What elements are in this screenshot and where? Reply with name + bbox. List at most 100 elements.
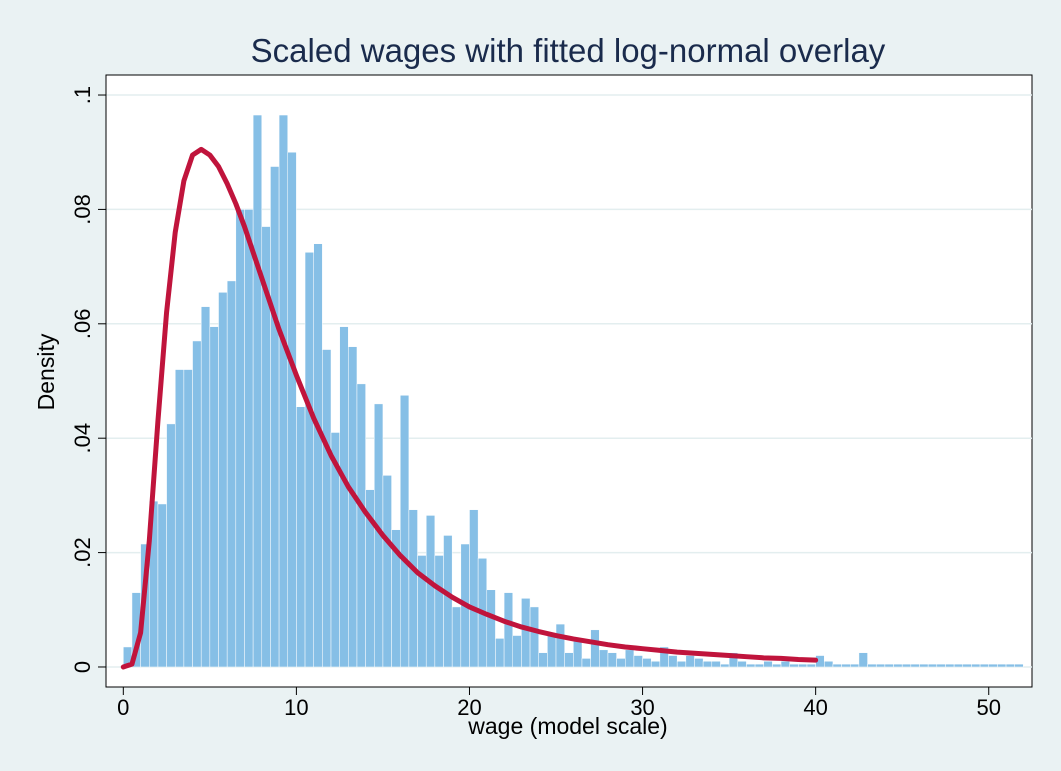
- histogram-bar: [356, 383, 366, 668]
- y-tick-label: .08: [70, 194, 95, 225]
- histogram-bar: [945, 663, 955, 668]
- histogram-bar: [348, 346, 358, 668]
- histogram-bar: [850, 663, 860, 668]
- histogram-bar: [200, 306, 211, 668]
- histogram-bar: [529, 606, 539, 668]
- histogram-bar: [183, 369, 193, 668]
- y-axis-label: Density: [33, 333, 59, 410]
- histogram-bar: [244, 209, 254, 668]
- histogram-bar: [789, 663, 799, 668]
- x-tick-label: 40: [803, 695, 827, 720]
- histogram-bar: [581, 658, 591, 668]
- histogram-bar: [650, 661, 661, 668]
- histogram-bar: [711, 661, 721, 668]
- y-tick-label: .1: [70, 86, 95, 104]
- histogram-bar: [547, 632, 557, 668]
- histogram-bar: [927, 663, 938, 668]
- histogram-bar: [503, 592, 513, 668]
- histogram-bar: [979, 663, 989, 668]
- x-tick-label: 0: [117, 695, 129, 720]
- y-tick-label: .06: [70, 309, 95, 340]
- x-axis-label: wage (model scale): [467, 713, 667, 739]
- y-tick-label: .02: [70, 537, 95, 568]
- histogram-bar: [919, 663, 929, 668]
- histogram-bar: [590, 629, 600, 668]
- histogram-bar: [997, 663, 1007, 668]
- histogram-bar: [495, 638, 505, 668]
- histogram-bar: [209, 326, 219, 668]
- histogram-bar: [780, 661, 790, 668]
- axes: 0 10 20 30 40 50 0 .02 .04 .06 .08 .1: [70, 75, 1032, 720]
- histogram-bar: [443, 535, 453, 668]
- histogram-bar: [408, 509, 418, 668]
- histogram-bar: [287, 151, 297, 668]
- histogram-bar: [858, 652, 868, 668]
- histogram-bar: [564, 652, 574, 668]
- histogram-bar: [936, 663, 946, 668]
- histogram-bar: [521, 598, 531, 668]
- histogram-bar: [538, 652, 548, 668]
- histogram-bar: [192, 340, 202, 668]
- histogram-bar: [625, 649, 635, 668]
- histogram-bar: [270, 166, 280, 668]
- histogram-bar: [322, 349, 332, 668]
- histogram-bar: [451, 606, 462, 668]
- histogram-bar: [174, 369, 185, 668]
- histogram-bar: [157, 503, 167, 668]
- x-tick-label: 50: [976, 695, 1000, 720]
- histogram-bar: [841, 663, 851, 668]
- chart-title: Scaled wages with fitted log-normal over…: [251, 32, 886, 69]
- histogram-bar: [399, 395, 410, 668]
- histogram-bar: [166, 423, 176, 668]
- histogram-bar: [469, 509, 479, 668]
- histogram-bar: [296, 406, 306, 668]
- histogram-bar: [962, 663, 972, 668]
- histogram-bar: [720, 663, 730, 668]
- histogram-bar: [953, 663, 964, 668]
- x-tick-label: 20: [457, 695, 481, 720]
- histogram-bar: [685, 655, 695, 668]
- histogram-bar: [901, 663, 912, 668]
- histogram-bar: [971, 663, 981, 668]
- histogram-bar: [676, 661, 687, 668]
- histogram-bar: [616, 658, 626, 668]
- histogram-bar: [304, 252, 314, 668]
- histogram-bar: [884, 663, 894, 668]
- histogram-bar: [867, 663, 877, 668]
- histogram-bar: [1005, 663, 1015, 668]
- histogram-bar: [313, 243, 323, 668]
- x-tick-label: 10: [284, 695, 308, 720]
- histogram-bar: [746, 663, 756, 668]
- histogram-bar: [555, 623, 565, 668]
- histogram-bar: [512, 635, 522, 668]
- x-tick-label: 30: [630, 695, 654, 720]
- histogram-bar: [252, 114, 263, 668]
- y-tick-label: .04: [70, 423, 95, 454]
- histogram-bar: [1014, 663, 1024, 668]
- histogram-bar: [754, 663, 764, 668]
- histogram-bar: [763, 661, 773, 668]
- histogram-bar: [737, 661, 747, 668]
- histogram-bar: [910, 663, 920, 668]
- histogram-bar: [694, 658, 704, 668]
- histogram-bar: [806, 663, 816, 668]
- histogram-bar: [434, 555, 444, 668]
- histogram-bar: [798, 663, 808, 668]
- histogram-bar: [642, 658, 652, 668]
- lognormal-curve-layer: [120, 146, 819, 670]
- histogram-bar: [339, 326, 349, 668]
- histogram-bar: [702, 661, 713, 668]
- histogram-bar: [226, 280, 237, 668]
- histogram-bar: [599, 649, 609, 668]
- histogram-bar: [875, 663, 886, 668]
- histogram-bar: [486, 589, 496, 668]
- lognormal-curve: [120, 146, 819, 670]
- histogram-bar: [824, 661, 834, 668]
- histogram-bar: [668, 655, 678, 668]
- histogram-bar: [425, 515, 436, 668]
- histogram-bar: [633, 655, 643, 668]
- histogram-bar: [832, 663, 842, 668]
- histogram-bar: [988, 663, 998, 668]
- histogram-bar: [218, 292, 228, 668]
